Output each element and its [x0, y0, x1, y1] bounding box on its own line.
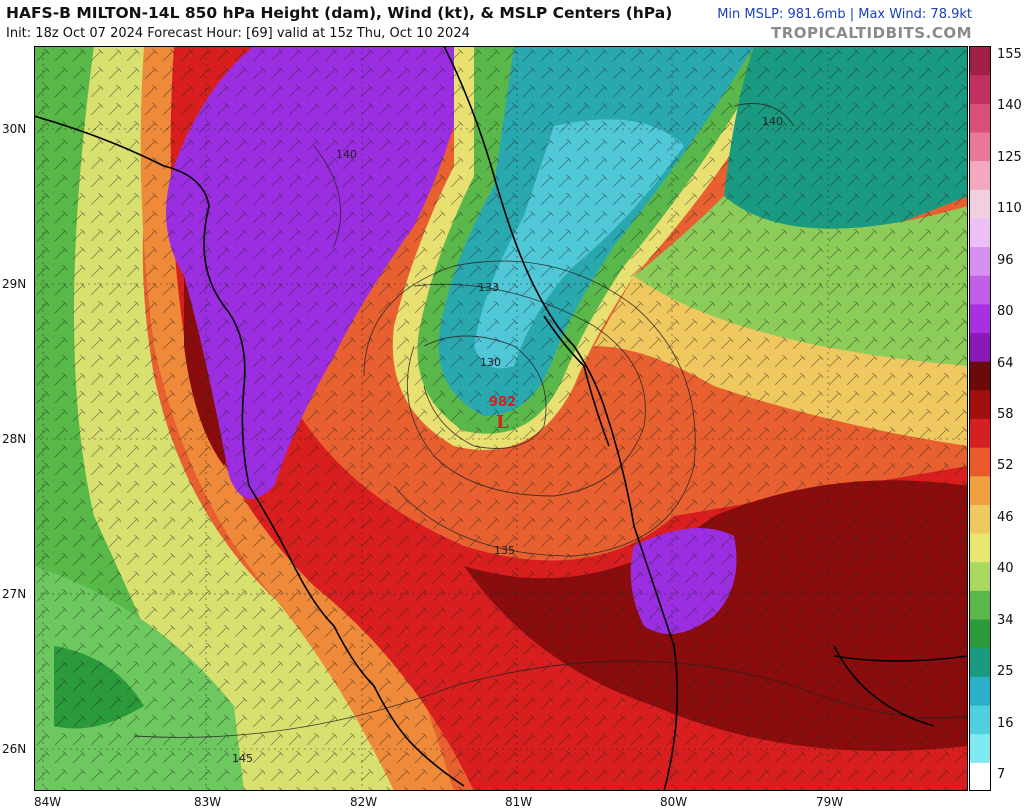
lon-label-84w: 84W — [34, 795, 62, 809]
colorbar-segment — [969, 705, 991, 735]
lat-label-27n: 27N — [2, 587, 27, 601]
colorbar-segment — [969, 361, 991, 391]
lat-label-30n: 30N — [2, 122, 27, 136]
colorbar-label: 80 — [997, 304, 1014, 320]
colorbar-frame — [969, 46, 991, 791]
colorbar-segment — [969, 590, 991, 620]
colorbar-label: 25 — [997, 664, 1014, 680]
colorbar-segment — [969, 46, 991, 76]
colorbar-label: 96 — [997, 252, 1014, 268]
colorbar-segment — [969, 762, 991, 791]
color-scale-bar — [969, 46, 991, 791]
contour-label-140-east: 140 — [762, 115, 783, 128]
contour-label-135: 135 — [494, 544, 515, 557]
contour-label-133: 133 — [478, 281, 499, 294]
coastline — [34, 46, 968, 791]
colorbar-segment — [969, 103, 991, 133]
weather-map: 140 133 130 135 145 140 982 L — [34, 46, 968, 791]
lon-label-80w: 80W — [660, 795, 688, 809]
graticule — [34, 46, 968, 791]
colorbar-segment — [969, 389, 991, 419]
low-center-symbol: L — [496, 412, 509, 433]
site-credit: TROPICALTIDBITS.COM — [771, 24, 972, 42]
lat-label-29n: 29N — [2, 277, 27, 291]
lon-label-79w: 79W — [816, 795, 844, 809]
colorbar-segment — [969, 619, 991, 649]
map-frame — [34, 46, 968, 791]
lon-label-82w: 82W — [350, 795, 378, 809]
colorbar-segment — [969, 561, 991, 591]
contour-label-140-west: 140 — [336, 148, 357, 161]
wind-barbs-layer — [34, 46, 968, 791]
colorbar-label: 7 — [997, 767, 1006, 782]
colorbar-label: 155 — [997, 47, 1022, 62]
colorbar-label: 140 — [997, 98, 1022, 114]
colorbar-label: 52 — [997, 458, 1014, 474]
colorbar-segment — [969, 303, 991, 334]
colorbar-label: 16 — [997, 715, 1014, 731]
colorbar-segment — [969, 733, 991, 763]
colorbar-segment — [969, 533, 991, 563]
colorbar-segment — [969, 275, 991, 305]
colorbar-segment — [969, 475, 991, 505]
low-pressure-value: 982 — [489, 395, 516, 410]
colorbar-label: 46 — [997, 509, 1014, 525]
colorbar-segment — [969, 332, 991, 362]
lon-label-81w: 81W — [505, 795, 533, 809]
colorbar-segment — [969, 217, 991, 248]
colorbar-segment — [969, 447, 991, 477]
colorbar-segment — [969, 418, 991, 448]
colorbar-label: 40 — [997, 561, 1014, 577]
colorbar-segment — [969, 676, 991, 706]
lat-label-28n: 28N — [2, 432, 27, 446]
height-contours — [133, 103, 968, 738]
colorbar-label: 34 — [997, 612, 1014, 628]
colorbar-segment — [969, 504, 991, 534]
storm-stats: Min MSLP: 981.6mb | Max Wind: 78.9kt — [717, 7, 972, 22]
colorbar-label: 110 — [997, 201, 1022, 217]
colorbar-label: 58 — [997, 407, 1014, 422]
colorbar-segment — [969, 74, 991, 104]
colorbar-segment — [969, 189, 991, 219]
colorbar-label: 64 — [997, 355, 1014, 371]
lat-label-26n: 26N — [2, 742, 27, 756]
map-title: HAFS-B MILTON-14L 850 hPa Height (dam), … — [6, 4, 673, 22]
contour-label-130: 130 — [480, 356, 501, 369]
contour-label-145: 145 — [232, 752, 253, 765]
colorbar-segment — [969, 246, 991, 276]
lon-label-83w: 83W — [194, 795, 222, 809]
colorbar-label: 125 — [997, 149, 1022, 165]
colorbar-segment — [969, 160, 991, 190]
colorbar-segment — [969, 647, 991, 677]
colorbar-segment — [969, 131, 991, 162]
map-subtitle: Init: 18z Oct 07 2024 Forecast Hour: [69… — [6, 26, 470, 41]
